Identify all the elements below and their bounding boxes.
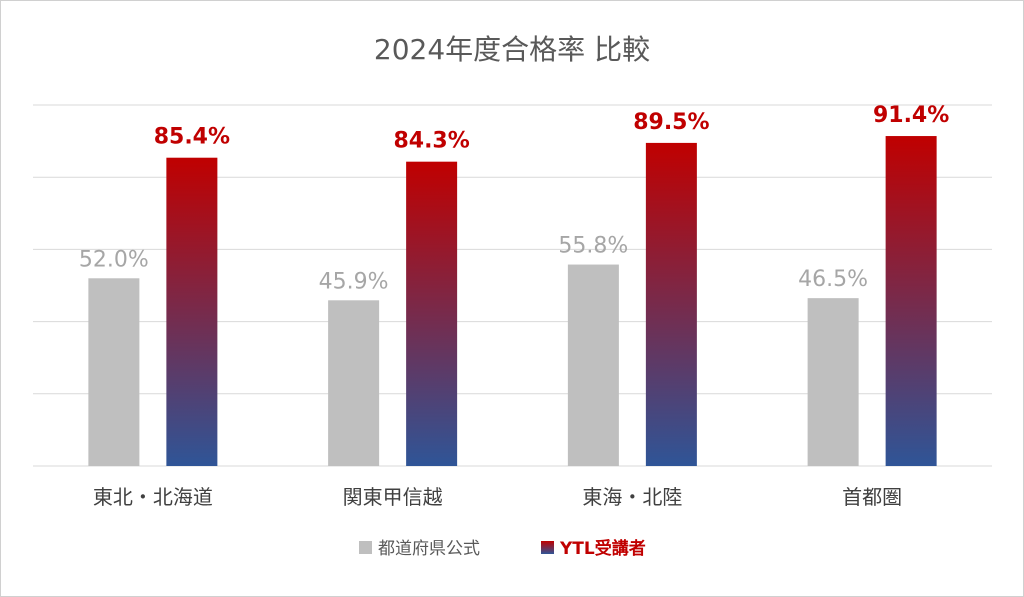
bars-group <box>88 136 937 466</box>
data-label-ytl: 84.3% <box>393 129 469 154</box>
category-label: 関東甲信越 <box>343 485 443 509</box>
bar-ytl <box>166 157 218 466</box>
data-label-ytl: 89.5% <box>633 110 709 135</box>
bar-official <box>807 298 859 466</box>
data-label-official: 45.9% <box>319 269 389 294</box>
bar-official <box>328 300 380 466</box>
data-label-official: 55.8% <box>558 234 628 259</box>
data-labels-group: 52.0% 85.4% 45.9% 84.3% 55.8% 89.5% 46.5% 91.4% <box>79 103 949 294</box>
category-label: 首都圏 <box>842 485 902 509</box>
data-label-ytl: 85.4% <box>154 125 230 150</box>
bar-ytl <box>885 136 937 466</box>
data-label-ytl: 91.4% <box>873 103 949 128</box>
data-label-official: 46.5% <box>798 267 868 292</box>
bar-ytl <box>406 161 458 466</box>
chart-title: 2024年度合格率 比較 <box>374 33 650 66</box>
category-label: 東海・北陸 <box>582 485 682 509</box>
bar-official <box>567 264 619 466</box>
legend: 都道府県公式 YTL受講者 <box>359 538 646 559</box>
legend-label-ytl: YTL受講者 <box>559 538 646 559</box>
bar-official <box>88 278 140 466</box>
legend-swatch-ytl <box>541 541 554 554</box>
bar-ytl <box>645 142 697 466</box>
legend-label-official: 都道府県公式 <box>378 539 480 559</box>
legend-swatch-official <box>359 541 372 554</box>
category-labels-group: 東北・北海道 関東甲信越 東海・北陸 首都圏 <box>93 485 902 509</box>
data-label-official: 52.0% <box>79 247 149 272</box>
category-label: 東北・北海道 <box>93 485 213 509</box>
